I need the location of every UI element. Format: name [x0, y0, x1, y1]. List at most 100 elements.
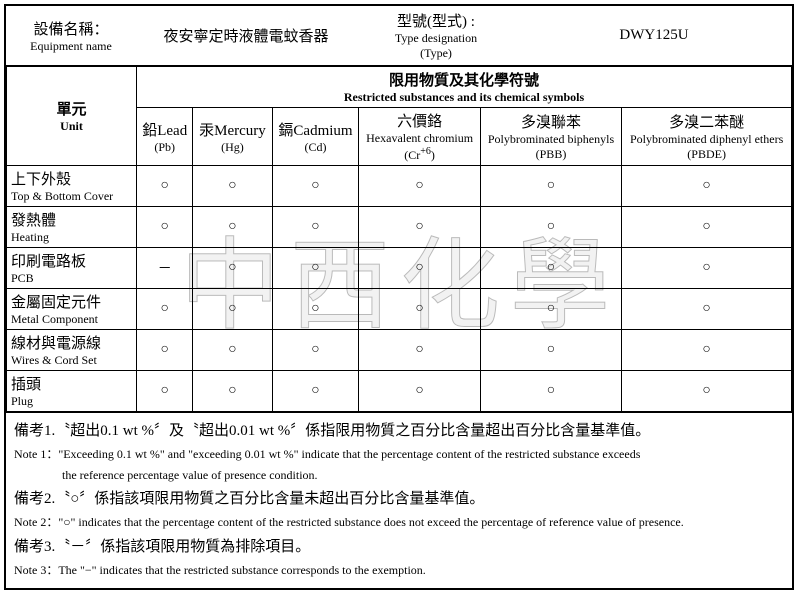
cell-value: ○ — [137, 289, 193, 330]
col-zh: 六價鉻 — [363, 110, 475, 131]
cell-value: ○ — [359, 330, 480, 371]
cell-value: ○ — [622, 289, 792, 330]
equip-label-zh: 設備名稱： — [12, 18, 130, 39]
substances-table: 單元 Unit 限用物質及其化學符號 Restricted substances… — [6, 66, 792, 412]
note-zh: 備考1.〝超出0.1 wt %〞及〝超出0.01 wt %〞係指限用物質之百分比… — [14, 419, 784, 443]
row-label: 上下外殼Top & Bottom Cover — [7, 166, 137, 207]
col-en: Hexavalent chromium — [363, 131, 475, 146]
cell-value: ○ — [480, 207, 622, 248]
cell-value: ○ — [359, 248, 480, 289]
type-label-zh: 型號(型式) : — [362, 10, 510, 31]
cell-value: ○ — [272, 166, 359, 207]
col-sym: (Cd) — [277, 140, 355, 155]
row-label-en: Heating — [11, 230, 132, 245]
table-row: 插頭Plug○○○○○○ — [7, 371, 792, 412]
type-label: 型號(型式) : Type designation (Type) — [356, 6, 516, 65]
cell-value: ○ — [272, 207, 359, 248]
cell-value: ○ — [622, 371, 792, 412]
row-label-en: Wires & Cord Set — [11, 353, 132, 368]
cell-value: ○ — [622, 166, 792, 207]
row-label-zh: 金屬固定元件 — [11, 291, 132, 312]
row-label-en: PCB — [11, 271, 132, 286]
cell-value: ○ — [359, 207, 480, 248]
row-label-en: Top & Bottom Cover — [11, 189, 132, 204]
unit-header: 單元 Unit — [7, 67, 137, 166]
equip-label-en: Equipment name — [12, 39, 130, 54]
cell-value: ○ — [480, 248, 622, 289]
note-zh: 備考3.〝－〞係指該項限用物質為排除項目。 — [14, 535, 784, 559]
cell-value: ○ — [193, 248, 272, 289]
note-en: Note 3：The "−" indicates that the restri… — [14, 561, 784, 580]
cell-value: ○ — [137, 207, 193, 248]
col-sym: (Pb) — [141, 140, 188, 155]
column-header: 汞Mercury(Hg) — [193, 108, 272, 166]
row-label-zh: 發熱體 — [11, 209, 132, 230]
column-header: 鉛Lead(Pb) — [137, 108, 193, 166]
note-en: Note 2："○" indicates that the percentage… — [14, 513, 784, 532]
unit-header-en: Unit — [11, 119, 132, 134]
row-label-zh: 插頭 — [11, 373, 132, 394]
equip-value-text: 夜安寧定時液體電蚊香器 — [163, 25, 328, 46]
notes-section: 備考1.〝超出0.1 wt %〞及〝超出0.01 wt %〞係指限用物質之百分比… — [6, 412, 792, 588]
row-label-en: Metal Component — [11, 312, 132, 327]
col-zh: 鎘Cadmium — [277, 119, 355, 140]
table-row: 線材與電源線Wires & Cord Set○○○○○○ — [7, 330, 792, 371]
equip-label: 設備名稱： Equipment name — [6, 6, 136, 65]
cell-value: ○ — [137, 371, 193, 412]
table-row: 上下外殼Top & Bottom Cover○○○○○○ — [7, 166, 792, 207]
cell-value: ○ — [622, 248, 792, 289]
note-en: Note 1："Exceeding 0.1 wt %" and "exceedi… — [14, 445, 784, 464]
row-label-en: Plug — [11, 394, 132, 409]
restricted-header: 限用物質及其化學符號 Restricted substances and its… — [137, 67, 792, 108]
column-header: 多溴二苯醚Polybrominated diphenyl ethers(PBDE… — [622, 108, 792, 166]
col-sym: (Cr+6) — [363, 146, 475, 163]
cell-value: － — [137, 248, 193, 289]
cell-value: ○ — [193, 166, 272, 207]
row-label-zh: 上下外殼 — [11, 168, 132, 189]
unit-header-zh: 單元 — [11, 98, 132, 119]
row-label: 印刷電路板PCB — [7, 248, 137, 289]
row-label: 線材與電源線Wires & Cord Set — [7, 330, 137, 371]
col-zh: 汞Mercury — [197, 119, 267, 140]
table-row: 金屬固定元件Metal Component○○○○○○ — [7, 289, 792, 330]
cell-value: ○ — [480, 330, 622, 371]
document-frame: 設備名稱： Equipment name 夜安寧定時液體電蚊香器 型號(型式) … — [4, 4, 794, 590]
col-zh: 多溴聯苯 — [485, 111, 618, 132]
col-en: Polybrominated biphenyls — [485, 132, 618, 147]
col-zh: 多溴二苯醚 — [626, 111, 787, 132]
note-en2: the reference percentage value of presen… — [14, 466, 784, 485]
cell-value: ○ — [272, 248, 359, 289]
header-row: 設備名稱： Equipment name 夜安寧定時液體電蚊香器 型號(型式) … — [6, 6, 792, 66]
cell-value: ○ — [193, 330, 272, 371]
row-label: 金屬固定元件Metal Component — [7, 289, 137, 330]
col-en: Polybrominated diphenyl ethers — [626, 132, 787, 147]
row-label-zh: 線材與電源線 — [11, 332, 132, 353]
col-sym: (PBDE) — [626, 147, 787, 162]
cell-value: ○ — [480, 371, 622, 412]
row-label: 發熱體Heating — [7, 207, 137, 248]
col-zh: 鉛Lead — [141, 119, 188, 140]
cell-value: ○ — [622, 207, 792, 248]
cell-value: ○ — [137, 166, 193, 207]
col-sym: (Hg) — [197, 140, 267, 155]
type-value: DWY125U — [516, 6, 792, 65]
type-label-en1: Type designation — [362, 31, 510, 46]
row-label-zh: 印刷電路板 — [11, 250, 132, 271]
cell-value: ○ — [272, 289, 359, 330]
col-sym: (PBB) — [485, 147, 618, 162]
cell-value: ○ — [272, 371, 359, 412]
column-header: 鎘Cadmium(Cd) — [272, 108, 359, 166]
restricted-header-zh: 限用物質及其化學符號 — [141, 69, 787, 90]
cell-value: ○ — [359, 166, 480, 207]
equip-value: 夜安寧定時液體電蚊香器 — [136, 6, 356, 65]
cell-value: ○ — [272, 330, 359, 371]
table-row: 印刷電路板PCB－○○○○○ — [7, 248, 792, 289]
column-header: 多溴聯苯Polybrominated biphenyls(PBB) — [480, 108, 622, 166]
cell-value: ○ — [480, 289, 622, 330]
cell-value: ○ — [622, 330, 792, 371]
type-label-en2: (Type) — [362, 46, 510, 61]
cell-value: ○ — [359, 371, 480, 412]
cell-value: ○ — [193, 289, 272, 330]
cell-value: ○ — [193, 371, 272, 412]
cell-value: ○ — [193, 207, 272, 248]
